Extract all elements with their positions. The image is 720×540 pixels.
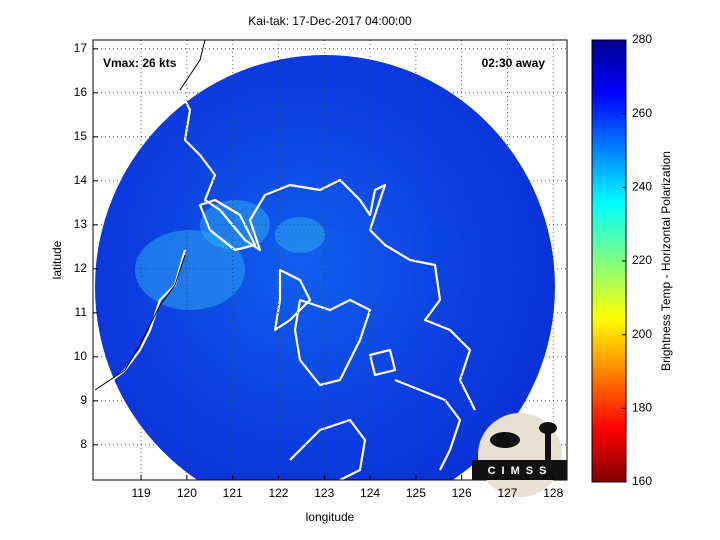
colorbar-tick-label: 260 — [632, 106, 652, 120]
y-tick-label: 8 — [80, 437, 87, 451]
satellite-swath — [94, 40, 555, 480]
x-axis-label: longitude — [306, 510, 355, 524]
logo-dish — [490, 432, 520, 448]
x-tick-label: 124 — [360, 486, 380, 500]
y-tick-label: 9 — [80, 393, 87, 407]
colorbar-tick-label: 280 — [632, 32, 652, 46]
plot-frame — [92, 39, 568, 481]
logo-tank — [539, 422, 557, 434]
x-tick-label: 126 — [452, 486, 472, 500]
y-tick-label: 13 — [74, 217, 88, 231]
y-tick-label: 17 — [74, 41, 88, 55]
y-tick-label: 16 — [74, 85, 88, 99]
vmax-label: Vmax: 26 kts — [103, 56, 177, 70]
x-tick-label: 121 — [223, 486, 243, 500]
x-tick-label: 120 — [177, 486, 197, 500]
logo-text: CIMSS — [488, 465, 553, 477]
coastline — [273, 268, 312, 332]
coastline-outside — [94, 254, 186, 391]
time-label: 02:30 away — [482, 56, 546, 70]
logo-tower — [545, 430, 551, 460]
cimss-logo: CIMSS — [472, 413, 567, 497]
colorbar-tick-label: 200 — [632, 327, 652, 341]
warm-region — [275, 217, 325, 253]
logo-bar — [472, 460, 567, 480]
y-tick-label: 12 — [74, 261, 88, 275]
y-tick-label: 10 — [74, 349, 88, 363]
y-tick-label: 15 — [74, 129, 88, 143]
colorbar — [591, 39, 627, 483]
x-tick-label: 123 — [314, 486, 334, 500]
y-tick-label: 11 — [75, 305, 88, 319]
colorbar-tick-label: 220 — [632, 253, 652, 267]
title: Kai-tak: 17-Dec-2017 04:00:00 — [248, 14, 412, 28]
coastline — [198, 198, 257, 252]
x-tick-label: 128 — [543, 486, 563, 500]
colorbar-tick-label: 180 — [632, 401, 652, 415]
warm-region — [200, 200, 270, 250]
x-tick-label: 127 — [497, 486, 517, 500]
x-tick-label: 119 — [132, 486, 151, 500]
coastline — [293, 298, 372, 387]
grid — [93, 40, 567, 480]
x-tick-label: 125 — [406, 486, 426, 500]
swath-disc — [95, 55, 555, 480]
warm-region — [135, 230, 245, 310]
colorbar-tick-label: 240 — [632, 180, 652, 194]
coastline — [179, 89, 476, 411]
x-tick-label: 122 — [268, 486, 288, 500]
colorbar-tick-label: 160 — [632, 474, 652, 488]
colorbar-label: Brightness Temp - Horizontal Polarizatio… — [659, 151, 673, 371]
coastline — [368, 348, 397, 377]
coastline — [289, 418, 367, 480]
y-axis-label: latitude — [50, 240, 64, 279]
y-tick-label: 14 — [74, 173, 88, 187]
